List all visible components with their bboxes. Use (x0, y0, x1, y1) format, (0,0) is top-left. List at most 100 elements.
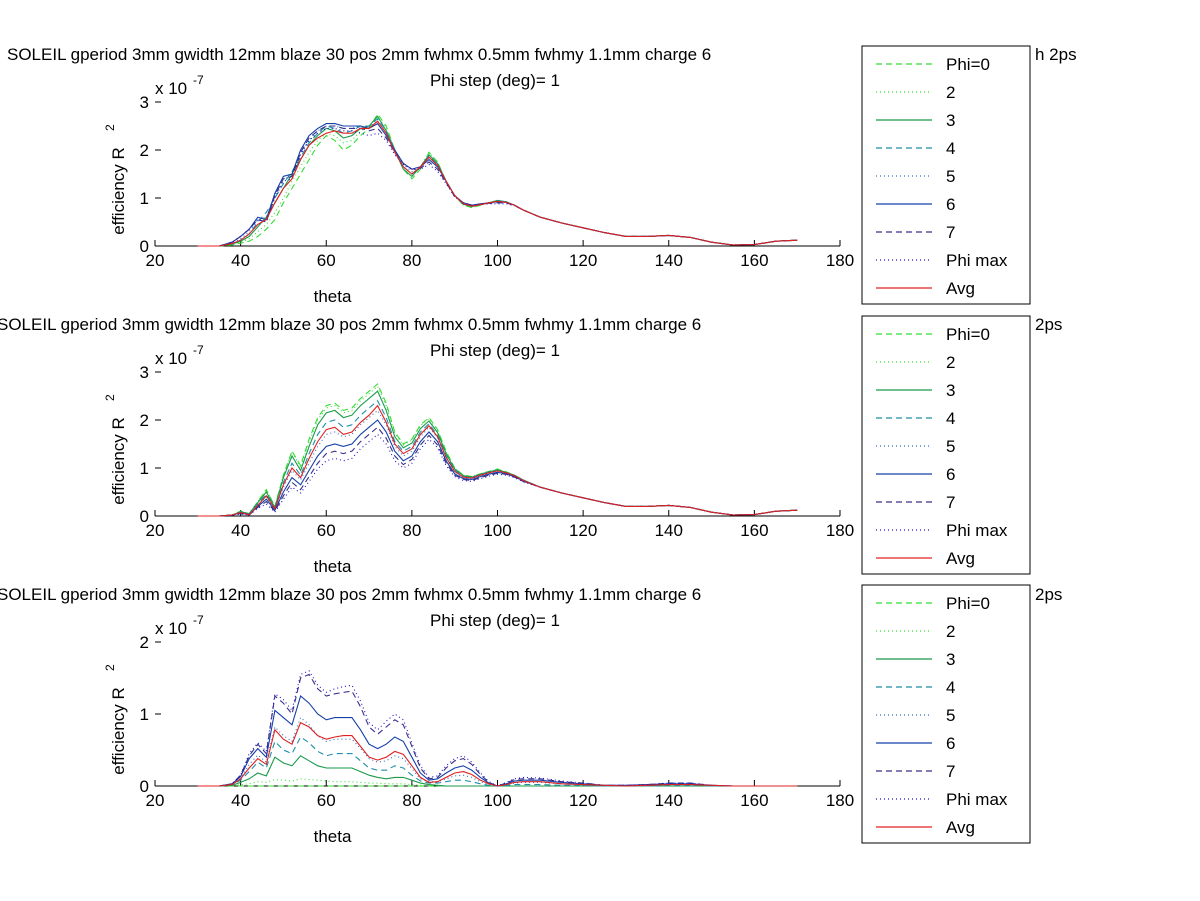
y-tick-label: 2 (140, 411, 149, 430)
x-axis-label: theta (314, 557, 352, 576)
x-tick-label: 80 (402, 251, 421, 270)
legend-label-p6: 6 (946, 195, 955, 214)
y-tick-label: 0 (140, 507, 149, 526)
y-tick-label: 0 (140, 237, 149, 256)
x-tick-label: 60 (317, 521, 336, 540)
x-tick-label: 120 (569, 791, 597, 810)
legend-label-phimax: Phi max (946, 251, 1008, 270)
legend-label-phimax: Phi max (946, 790, 1008, 809)
x-tick-label: 60 (317, 251, 336, 270)
legend-label-p4: 4 (946, 139, 955, 158)
x-tick-label: 20 (146, 791, 165, 810)
y-tick-label: 2 (140, 141, 149, 160)
x-tick-label: 140 (655, 791, 683, 810)
legend-label-phi0: Phi=0 (946, 55, 990, 74)
legend-box (861, 45, 1031, 305)
y-tick-label: 1 (140, 705, 149, 724)
chart-title-line1: SOLEIL gperiod 3mm gwidth 12mm blaze 30 … (0, 585, 701, 604)
legend-label-phi0: Phi=0 (946, 325, 990, 344)
y-tick-label: 3 (140, 93, 149, 112)
legend-label-p6: 6 (946, 734, 955, 753)
x-tick-label: 140 (655, 521, 683, 540)
x-tick-label: 140 (655, 251, 683, 270)
series-line-p7 (197, 673, 798, 787)
chart-title-line1: SOLEIL gperiod 3mm gwidth 12mm blaze 30 … (7, 45, 711, 64)
legend-label-p2: 2 (946, 353, 955, 372)
x-tick-label: 40 (231, 251, 250, 270)
y-exponent-power: -7 (193, 73, 204, 87)
x-tick-label: 20 (146, 251, 165, 270)
x-tick-label: 180 (826, 791, 854, 810)
y-exponent-power: -7 (193, 343, 204, 357)
series-line-p2 (197, 115, 798, 247)
legend-label-p2: 2 (946, 83, 955, 102)
legend-label-p3: 3 (946, 650, 955, 669)
legend-label-p7: 7 (946, 223, 955, 242)
y-exponent-base: x 10 (155, 79, 187, 98)
legend-box (861, 315, 1031, 575)
x-axis-label: theta (314, 287, 352, 306)
chart-panel-1: SOLEIL gperiod 3mm gwidth 12mm blaze 30 … (7, 45, 1077, 306)
legend-label-phimax: Phi max (946, 521, 1008, 540)
x-tick-label: 180 (826, 251, 854, 270)
x-tick-label: 100 (483, 791, 511, 810)
chart-title-line2: Phi step (deg)= 1 (430, 341, 560, 360)
legend-label-p3: 3 (946, 381, 955, 400)
legend-label-avg: Avg (946, 818, 975, 837)
y-axis-label: efficiency R (109, 687, 128, 775)
y-axis-label-superscript: 2 (103, 664, 117, 671)
x-tick-label: 180 (826, 521, 854, 540)
legend-label-p5: 5 (946, 167, 955, 186)
x-tick-label: 40 (231, 521, 250, 540)
x-tick-label: 100 (483, 521, 511, 540)
y-axis-label-superscript: 2 (103, 124, 117, 131)
series-line-avg (197, 120, 798, 247)
y-tick-label: 1 (140, 459, 149, 478)
y-exponent-power: -7 (193, 613, 204, 627)
y-tick-label: 0 (140, 777, 149, 796)
x-tick-label: 120 (569, 521, 597, 540)
chart-title-line1: SOLEIL gperiod 3mm gwidth 12mm blaze 30 … (0, 315, 701, 334)
x-axis-label: theta (314, 827, 352, 846)
x-tick-label: 80 (402, 791, 421, 810)
y-exponent-base: x 10 (155, 349, 187, 368)
x-tick-label: 40 (231, 791, 250, 810)
series-line-p5 (197, 409, 798, 517)
series-line-avg (197, 404, 798, 517)
legend-box (861, 584, 1031, 844)
y-axis-label: efficiency R (109, 417, 128, 505)
legend-label-phi0: Phi=0 (946, 594, 990, 613)
chart-title-line1-tail: 2ps (1035, 315, 1062, 334)
chart-panel-3: SOLEIL gperiod 3mm gwidth 12mm blaze 30 … (0, 584, 1062, 846)
series-line-p2 (197, 778, 798, 787)
x-tick-label: 120 (569, 251, 597, 270)
y-tick-label: 3 (140, 363, 149, 382)
legend-label-p7: 7 (946, 762, 955, 781)
y-exponent-base: x 10 (155, 619, 187, 638)
legend-label-avg: Avg (946, 279, 975, 298)
x-tick-label: 160 (740, 251, 768, 270)
chart-panel-2: SOLEIL gperiod 3mm gwidth 12mm blaze 30 … (0, 315, 1062, 576)
x-tick-label: 160 (740, 521, 768, 540)
y-tick-label: 2 (140, 633, 149, 652)
y-tick-label: 1 (140, 189, 149, 208)
series-line-p4 (197, 736, 798, 787)
legend-label-p7: 7 (946, 493, 955, 512)
legend-label-p5: 5 (946, 706, 955, 725)
chart-title-line1-tail: 2ps (1035, 585, 1062, 604)
legend-label-avg: Avg (946, 549, 975, 568)
series-line-avg (197, 721, 798, 787)
y-axis-label: efficiency R (109, 147, 128, 235)
x-tick-label: 20 (146, 521, 165, 540)
x-tick-label: 100 (483, 251, 511, 270)
x-tick-label: 160 (740, 791, 768, 810)
legend-label-p5: 5 (946, 437, 955, 456)
y-axis-label-group: efficiency R 2 (103, 124, 128, 235)
legend-label-p6: 6 (946, 465, 955, 484)
y-axis-label-group: efficiency R 2 (103, 394, 128, 505)
series-line-p2 (197, 385, 798, 517)
x-tick-label: 80 (402, 521, 421, 540)
legend-label-p4: 4 (946, 678, 955, 697)
y-axis-label-superscript: 2 (103, 394, 117, 401)
